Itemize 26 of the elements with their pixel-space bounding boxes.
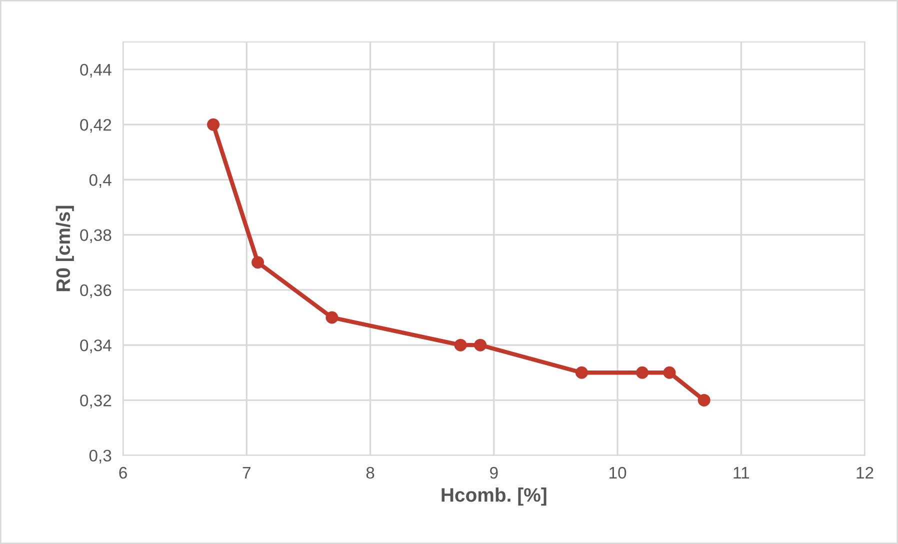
y-tick-label: 0,36 [80,284,112,298]
y-tick-label: 0,34 [80,339,112,354]
x-tick-label: 12 [856,466,874,479]
y-axis-title: R0 [cm/s] [56,206,74,292]
point [698,394,710,406]
point [575,366,588,379]
x-axis-title: Hcomb. [%] [442,488,546,506]
y-tick-label: 0,44 [80,64,112,78]
x-tick-label: 10 [610,466,626,479]
x-tick-label: 11 [734,467,749,479]
y-tick-label: 0,32 [80,394,112,408]
y-tick-label: 0,42 [80,118,112,133]
point [454,338,467,352]
point [252,256,264,269]
y-tick-label: 0,3 [89,450,112,464]
point [207,118,220,131]
point [663,366,676,379]
x-tick-label: 8 [366,466,374,479]
y-tick-label: 0,4 [89,174,112,188]
point [474,338,487,352]
x-tick-label: 7 [242,467,250,479]
x-tick-label: 6 [119,466,127,479]
point [326,311,338,324]
point [636,366,648,379]
x-tick-label: 9 [490,466,498,479]
y-tick-label: 0,38 [80,229,112,243]
